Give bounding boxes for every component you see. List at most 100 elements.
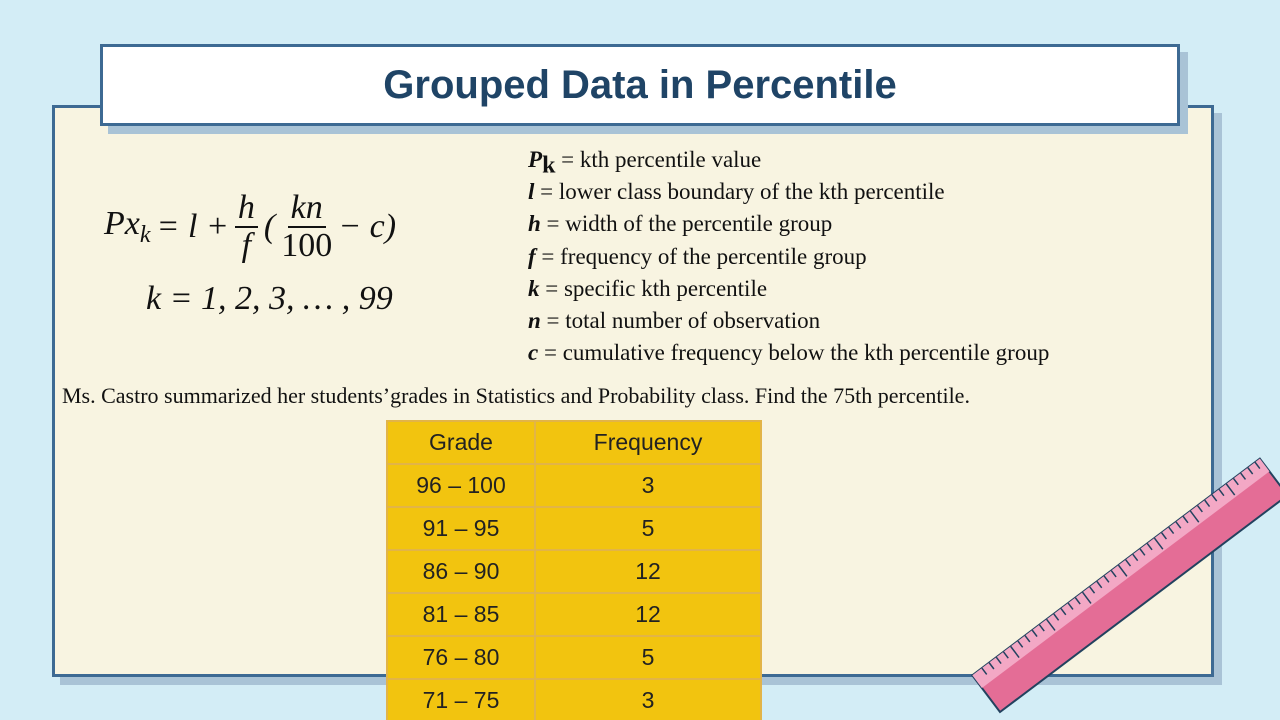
symbol: h: [528, 211, 541, 237]
lhs-subscript: k: [139, 221, 151, 248]
paren-open: (: [263, 207, 276, 245]
ruler-tick: [1038, 624, 1045, 632]
definition: k = specific kth percentile: [528, 276, 1049, 308]
ruler-tick: [995, 656, 1002, 665]
ruler-tick: [1204, 499, 1211, 507]
ruler-tick: [1096, 580, 1103, 589]
ruler-tick: [1196, 505, 1203, 513]
table-cell: 71 – 75: [386, 678, 536, 720]
ruler-tick: [1117, 564, 1128, 577]
ruler-tick: [1146, 543, 1153, 551]
inner-fraction: kn 100: [281, 190, 332, 263]
table-row: 91 – 95 5: [386, 506, 762, 551]
ruler-tick: [1189, 510, 1200, 523]
problem: Ms. Castro summarized her students’grade…: [62, 383, 970, 408]
ruler-tick: [1067, 602, 1074, 610]
ruler-tick: [1160, 532, 1168, 540]
ruler-tick: [1053, 613, 1060, 621]
symbol: f: [528, 243, 536, 269]
table-cell: 86 – 90: [386, 549, 536, 594]
ruler-tick: [1254, 461, 1261, 470]
ruler-tick: [1153, 537, 1164, 550]
definition: Pk = kth percentile value: [528, 147, 1049, 179]
ruler-tick: [1074, 597, 1081, 605]
definition-text: = frequency of the percentile group: [541, 243, 867, 269]
definition: c = cumulative frequency below the kth p…: [528, 340, 1049, 372]
ruler-tick: [1002, 651, 1009, 659]
ruler-tick: [981, 667, 988, 675]
formula-close: − c): [338, 207, 397, 245]
table-cell: 96 – 100: [386, 463, 536, 508]
table-cell: 91 – 95: [386, 506, 536, 551]
header-cell: Frequency: [534, 420, 762, 465]
header-cell: Grade: [386, 420, 536, 465]
definition: h = width of the percentile group: [528, 211, 1049, 243]
table-row: 96 – 100 3: [386, 463, 762, 508]
table-cell: 12: [534, 549, 762, 594]
formula-lhs: Pxk: [104, 205, 151, 249]
ruler-tick: [1060, 608, 1067, 616]
definition-text: = width of the percentile group: [546, 211, 833, 237]
table-cell: 3: [534, 678, 762, 720]
ruler-tick: [1232, 478, 1239, 486]
ruler-tick: [988, 662, 995, 670]
table-cell: 12: [534, 592, 762, 637]
formula-range: k = 1, 2, 3, … , 99: [146, 280, 393, 317]
symbol: l: [528, 179, 535, 205]
definitions: Pk = kth percentile value l = lower class…: [528, 147, 1049, 372]
definition-text: = cumulative frequency below the kth per…: [543, 340, 1050, 366]
numerator: h: [234, 190, 258, 228]
symbol: k: [528, 275, 540, 301]
table-row: 86 – 90 12: [386, 549, 762, 594]
ruler-tick: [1017, 640, 1024, 648]
ruler: [970, 457, 1280, 714]
ruler-tick: [1182, 515, 1189, 524]
table-cell: 5: [534, 635, 762, 680]
ruler-tick: [1024, 635, 1031, 643]
ruler-tick: [1081, 591, 1092, 604]
symbol: P: [528, 147, 543, 172]
definition: n = total number of observation: [528, 308, 1049, 340]
ruler-tick: [1045, 618, 1056, 631]
title-box: Grouped Data in Percentile: [100, 44, 1180, 126]
ruler-tick: [1010, 645, 1020, 659]
denominator: f: [241, 226, 252, 264]
formula-middle: = l +: [156, 207, 229, 245]
table-row: 71 – 75 3: [386, 678, 762, 720]
header-row: Grade Frequency: [386, 420, 762, 465]
denominator: 100: [281, 226, 333, 264]
table-row: 81 – 85 12: [386, 592, 762, 637]
definition: f = frequency of the percentile group: [528, 244, 1049, 276]
table-cell: 5: [534, 506, 762, 551]
ruler-tick: [1168, 526, 1175, 535]
ruler-tick: [1139, 548, 1146, 556]
definition-text: = kth percentile value: [561, 147, 762, 172]
ruler-tick: [1247, 467, 1254, 475]
ruler-tick: [1240, 472, 1247, 480]
symbol-subscript: k: [542, 152, 556, 179]
ruler-tick: [1175, 521, 1182, 529]
table-row: 76 – 80 5: [386, 635, 762, 680]
symbol: n: [528, 307, 541, 333]
lhs: Px: [104, 204, 140, 242]
ruler-tick: [1103, 575, 1110, 583]
title: Grouped Data in Percentile: [383, 62, 897, 107]
definition-text: = lower class boundary of the kth percen…: [540, 179, 945, 205]
table-cell: 81 – 85: [386, 592, 536, 637]
definition-text: = total number of observation: [546, 307, 821, 333]
numerator: kn: [287, 190, 326, 228]
ruler-tick: [1089, 586, 1096, 594]
symbol: c: [528, 340, 539, 366]
ruler-tick: [1110, 570, 1117, 578]
definition: l = lower class boundary of the kth perc…: [528, 179, 1049, 211]
ruler-tick: [1218, 488, 1225, 497]
ruler-tick: [1031, 629, 1038, 637]
ruler-tick: [1125, 559, 1132, 567]
grade-table: Grade Frequency 96 – 100 3 91 – 95 5 86 – 90 12…: [386, 420, 762, 720]
table-cell: 76 – 80: [386, 635, 536, 680]
definition-text: = specific kth percentile: [545, 275, 768, 301]
